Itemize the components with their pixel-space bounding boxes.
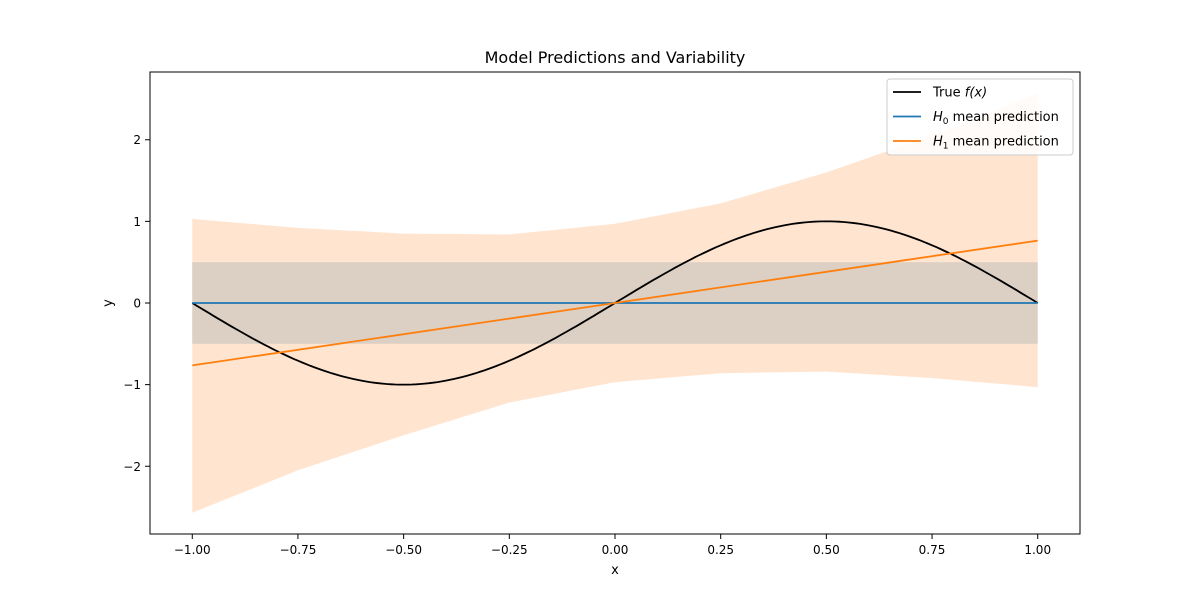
legend-label-2: H1 mean prediction [933,135,1059,152]
chart-title: Model Predictions and Variability [485,48,746,67]
x-tick-label: 0.75 [919,543,946,557]
x-tick-label: −0.50 [385,543,422,557]
y-tick-label: 1 [133,215,141,229]
x-tick-label: −0.75 [280,543,317,557]
x-tick-label: −1.00 [174,543,211,557]
x-axis-label: x [611,563,619,578]
y-axis-label: y [101,299,116,307]
axis-ticks: −1.00 −0.75 −0.50 −0.25 0.00 0.25 0.50 0.75 1.00… [123,133,1051,557]
x-tick-label: −0.25 [491,543,528,557]
legend-math: H [933,110,943,125]
legend-subscript: 0 [943,117,949,127]
y-tick-label: −2 [123,460,141,474]
legend-subscript: 1 [943,142,949,152]
y-tick-label: −1 [123,378,141,392]
plot-area [191,93,1039,513]
legend-text: mean prediction [949,110,1059,125]
legend-text: True [932,86,965,101]
legend-math: f(x) [965,86,987,101]
x-tick-label: 0.00 [602,543,629,557]
x-tick-label: 0.50 [813,543,840,557]
legend-math: H [933,135,943,150]
x-tick-label: 0.25 [707,543,734,557]
y-tick-label: 0 [133,297,141,311]
legend-box [886,78,1074,156]
legend-label-1: H0 mean prediction [933,110,1059,127]
legend-text: mean prediction [949,135,1059,150]
y-tick-label: 2 [133,133,141,147]
legend-label-0: True f(x) [932,86,987,101]
x-tick-label: 1.00 [1024,543,1051,557]
series-line-2 [192,239,1038,367]
